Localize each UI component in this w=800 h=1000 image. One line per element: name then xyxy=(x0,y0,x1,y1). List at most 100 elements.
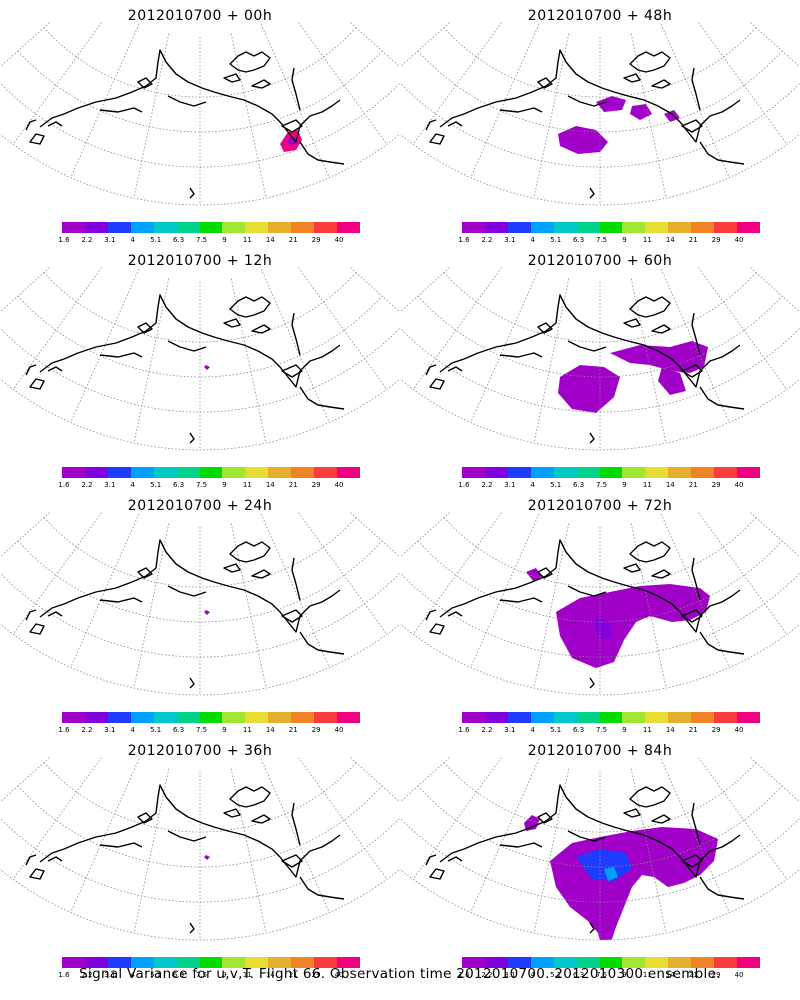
colorbar-label: 11 xyxy=(242,236,252,244)
coastline xyxy=(651,324,671,334)
colorbar-label: 2.2 xyxy=(81,726,93,734)
variance-contour xyxy=(664,110,680,122)
colorbar-swatch xyxy=(645,467,669,478)
latitude-gridline xyxy=(400,82,800,168)
colorbar-label: 5.1 xyxy=(550,236,562,244)
colorbar-swatch xyxy=(714,222,738,233)
coastline xyxy=(189,432,195,444)
colorbar-label: 6.3 xyxy=(573,971,585,979)
variance-map xyxy=(400,512,800,696)
colorbar-label: 9 xyxy=(222,236,227,244)
coastline xyxy=(99,597,143,603)
colorbar-swatch xyxy=(553,712,577,723)
latitude-gridline xyxy=(0,572,400,658)
colorbar-label: 40 xyxy=(334,481,344,489)
longitude-gridline xyxy=(749,512,800,558)
latitude-gridline xyxy=(17,295,383,378)
variance-contour xyxy=(558,365,620,413)
coastline xyxy=(499,842,543,848)
colorbar-labels: 1.6 2.2 3.1 4 5.1 6.3 7.5 9 11 14 21 29 40 xyxy=(458,236,760,246)
colorbar-swatch xyxy=(737,712,760,723)
colorbar-swatch xyxy=(484,712,508,723)
coastline xyxy=(425,119,437,131)
variance-contour xyxy=(558,126,608,154)
colorbar-label: 7.5 xyxy=(195,971,208,979)
forecast-panel: 2012010700 + 24h 1.6 2.2 3.1 4 5.1 6.3 7.5 9 11 14… xyxy=(0,490,400,735)
longitude-gridline xyxy=(349,512,400,558)
longitude-gridline xyxy=(349,267,400,313)
colorbar-labels: 1.6 2.2 3.1 4 5.1 6.3 7.5 9 11 14 21 29 40 xyxy=(58,726,360,736)
colorbar-swatch xyxy=(691,467,715,478)
colorbar-swatch xyxy=(714,467,738,478)
colorbar-label: 6.3 xyxy=(573,236,585,244)
colorbar-label: 11 xyxy=(242,481,252,489)
colorbar-label: 4 xyxy=(130,971,135,979)
latitude-gridline xyxy=(400,623,800,696)
colorbar-swatch xyxy=(222,467,246,478)
colorbar-swatch xyxy=(153,957,177,968)
longitude-gridline xyxy=(230,278,267,444)
coastline xyxy=(623,563,641,573)
colorbar-label: 5.1 xyxy=(550,481,562,489)
colorbar-label: 7.5 xyxy=(195,726,208,734)
longitude-gridline xyxy=(297,22,388,145)
colorbar-label: 6.3 xyxy=(573,481,585,489)
coastline xyxy=(223,73,241,83)
colorbar-label: 2.2 xyxy=(481,726,493,734)
colorbar-label: 29 xyxy=(711,481,721,489)
coastline xyxy=(567,340,607,352)
colorbar-label: 7.5 xyxy=(595,971,608,979)
coastline xyxy=(589,432,595,444)
colorbar-swatch xyxy=(484,467,508,478)
coastline xyxy=(629,51,671,73)
panel-title: 2012010700 + 84h xyxy=(527,743,673,759)
colorbar-swatch xyxy=(107,467,131,478)
colorbar-swatch xyxy=(107,957,131,968)
longitude-gridline xyxy=(533,523,570,689)
coastline xyxy=(425,609,437,621)
coastline xyxy=(299,631,345,655)
colorbar-swatch xyxy=(84,467,108,478)
latitude-gridline xyxy=(0,817,400,903)
variance-map xyxy=(0,512,400,696)
coastline xyxy=(425,854,437,866)
coastline xyxy=(699,631,745,655)
coastline xyxy=(425,364,437,376)
colorbar-label: 5.1 xyxy=(150,971,162,979)
colorbar-label: 40 xyxy=(734,481,744,489)
colorbar-label: 14 xyxy=(265,236,275,244)
colorbar-label: 9 xyxy=(222,726,227,734)
colorbar-swatch xyxy=(737,467,760,478)
colorbar-label: 1.6 xyxy=(58,236,70,244)
coastline xyxy=(537,812,553,824)
longitude-gridline xyxy=(0,267,51,313)
figure-caption: Signal Variance for u,v,T. Flight 66. Ob… xyxy=(79,966,721,982)
coastline xyxy=(681,119,703,133)
colorbar xyxy=(462,957,760,968)
latitude-gridline xyxy=(0,378,400,451)
panel-title: 2012010700 + 36h xyxy=(127,743,273,759)
coastline xyxy=(39,49,341,143)
coastline xyxy=(223,318,241,328)
variance-contour xyxy=(204,855,210,860)
coastline xyxy=(439,294,741,388)
colorbar-swatch xyxy=(714,957,738,968)
colorbar-label: 29 xyxy=(711,971,721,979)
longitude-gridline xyxy=(133,768,170,934)
coastline xyxy=(439,49,741,143)
colorbar-swatch xyxy=(107,712,131,723)
colorbar-label: 21 xyxy=(688,236,698,244)
coastline xyxy=(39,294,341,388)
colorbar-label: 29 xyxy=(311,236,321,244)
latitude-gridline xyxy=(400,133,800,206)
colorbar-swatch xyxy=(84,957,108,968)
colorbar-label: 5.1 xyxy=(550,971,562,979)
longitude-gridline xyxy=(660,268,730,423)
colorbar-swatch xyxy=(291,957,315,968)
colorbar-swatch xyxy=(291,467,315,478)
coastline xyxy=(291,802,301,846)
colorbar-label: 21 xyxy=(288,726,298,734)
colorbar-swatch xyxy=(576,467,600,478)
colorbar-swatch xyxy=(462,467,485,478)
colorbar-label: 14 xyxy=(665,971,675,979)
